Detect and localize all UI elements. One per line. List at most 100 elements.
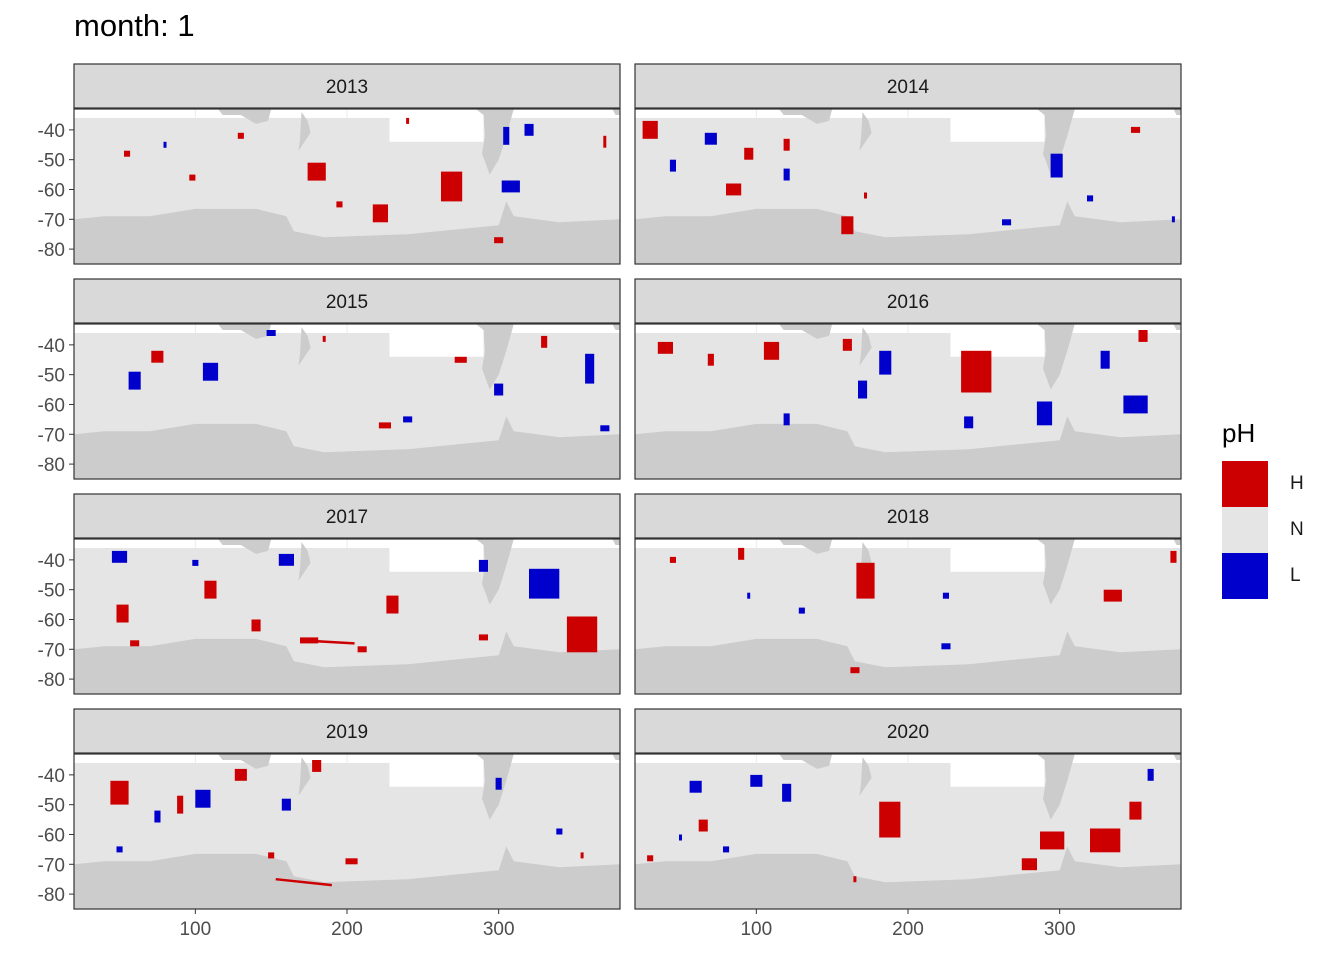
cell-h-2013-9 bbox=[406, 117, 410, 124]
new-zealand-2016 bbox=[859, 327, 872, 366]
legend-label-n: N bbox=[1290, 519, 1304, 540]
x-tick-label-200-2019: 200 bbox=[331, 919, 363, 940]
cell-l-2016-6 bbox=[1100, 350, 1110, 369]
cell-h-2019-4 bbox=[268, 852, 275, 859]
australia-2019 bbox=[218, 754, 272, 769]
legend-item-n: N bbox=[1222, 507, 1304, 553]
cell-l-2019-3 bbox=[281, 798, 291, 811]
cell-l-2014-4 bbox=[1171, 216, 1175, 223]
strip-label-2013: 2013 bbox=[326, 77, 368, 98]
cell-h-2018-1 bbox=[1103, 589, 1122, 602]
strip-label-2014: 2014 bbox=[887, 77, 930, 98]
unmapped-area-2015 bbox=[389, 332, 484, 357]
antarctica-2013 bbox=[74, 201, 620, 264]
cell-l-2016-4 bbox=[964, 416, 974, 429]
africa-2018 bbox=[1173, 539, 1181, 545]
y-tick-label--40-2015: -40 bbox=[38, 336, 65, 357]
strip-label-2017: 2017 bbox=[326, 507, 368, 528]
australia-2015 bbox=[218, 324, 272, 339]
cell-h-2016-4 bbox=[1138, 330, 1148, 342]
cell-l-2019-2 bbox=[116, 846, 123, 853]
cell-l-2015-1 bbox=[202, 362, 219, 381]
cell-l-2017-0 bbox=[529, 568, 560, 599]
antarctica-2017 bbox=[74, 631, 620, 694]
cell-l-2016-2 bbox=[1036, 401, 1053, 426]
cell-h-2020-7 bbox=[647, 855, 654, 862]
unmapped-area-2018 bbox=[950, 547, 1045, 572]
strip-2017 bbox=[73, 493, 621, 539]
y-tick-label--40-2017: -40 bbox=[38, 551, 65, 572]
cell-h-2019-2 bbox=[177, 795, 184, 814]
strip-label-2016: 2016 bbox=[887, 292, 929, 313]
cell-h-2017-2 bbox=[204, 580, 217, 599]
legend-swatch-n bbox=[1222, 507, 1268, 553]
panel-border-2016 bbox=[634, 323, 1182, 480]
cell-h-2015-3 bbox=[541, 335, 548, 348]
y-tick-label--80-2013: -80 bbox=[38, 240, 65, 261]
australia-2018 bbox=[779, 539, 833, 554]
south-america-2015 bbox=[475, 324, 514, 390]
antarctica-2019 bbox=[74, 846, 620, 909]
panel-2016: 2016 bbox=[634, 278, 1182, 480]
cell-h-2015-2 bbox=[454, 356, 467, 363]
cell-l-2020-1 bbox=[750, 774, 763, 787]
cell-h-2018-2 bbox=[738, 547, 745, 560]
strip-2019 bbox=[73, 708, 621, 754]
south-america-2019 bbox=[475, 754, 514, 820]
unmapped-area-2020 bbox=[950, 762, 1045, 787]
cell-h-2018-3 bbox=[850, 667, 860, 674]
south-america-2020 bbox=[1036, 754, 1075, 820]
cell-h-2020-2 bbox=[1090, 828, 1121, 853]
africa-2019 bbox=[612, 754, 620, 760]
cell-l-2016-5 bbox=[783, 413, 790, 426]
cell-l-2014-1 bbox=[704, 132, 717, 145]
cell-l-2013-3 bbox=[503, 126, 510, 145]
cell-h-2014-1 bbox=[726, 183, 742, 196]
new-zealand-2015 bbox=[298, 327, 311, 366]
y-tick-label--50-2015: -50 bbox=[38, 366, 65, 387]
south-america-2013 bbox=[475, 109, 514, 175]
cell-l-2015-3 bbox=[600, 425, 610, 432]
x-tick-label-200-2020: 200 bbox=[892, 919, 924, 940]
cell-h-2015-0 bbox=[151, 350, 164, 363]
cell-h-2017-1 bbox=[116, 604, 129, 623]
unmapped-area-2014 bbox=[950, 117, 1045, 142]
legend-label-h: H bbox=[1290, 473, 1304, 494]
cell-h-2017-4 bbox=[386, 595, 399, 614]
cell-h-2020-1 bbox=[1040, 831, 1065, 850]
africa-2014 bbox=[1173, 109, 1181, 115]
africa-2016 bbox=[1173, 324, 1181, 330]
new-zealand-2017 bbox=[298, 542, 311, 581]
antarctica-2018 bbox=[635, 631, 1181, 694]
cell-h-2013-5 bbox=[124, 150, 131, 157]
cell-l-2013-0 bbox=[501, 180, 520, 193]
y-tick-label--70-2013: -70 bbox=[38, 210, 65, 231]
cell-l-2017-2 bbox=[111, 550, 128, 563]
cell-h-2017-5 bbox=[357, 646, 367, 653]
south-america-2016 bbox=[1036, 324, 1075, 390]
cell-h-2018-4 bbox=[1170, 550, 1177, 563]
australia-2020 bbox=[779, 754, 833, 769]
cell-h-2020-4 bbox=[1021, 858, 1037, 871]
y-tick-label--40-2013: -40 bbox=[38, 121, 65, 142]
australia-2017 bbox=[218, 539, 272, 554]
panel-border-2014 bbox=[634, 108, 1182, 265]
cell-h-2019-5 bbox=[312, 760, 322, 772]
cell-line-2017-0 bbox=[301, 639, 355, 645]
legend-title: pH bbox=[1222, 418, 1256, 448]
y-tick-label--60-2015: -60 bbox=[38, 395, 65, 416]
cell-h-2020-0 bbox=[879, 801, 901, 838]
y-tick-label--60-2019: -60 bbox=[38, 825, 65, 846]
panel-2015: 2015 -40 -50 -60 -70 -80 bbox=[38, 278, 621, 480]
cell-h-2015-1 bbox=[378, 422, 391, 429]
cell-h-2016-0 bbox=[961, 350, 992, 393]
strip-2013 bbox=[73, 63, 621, 109]
cell-l-2013-1 bbox=[524, 123, 534, 136]
cell-l-2015-2 bbox=[266, 330, 276, 336]
y-tick-label--80-2019: -80 bbox=[38, 885, 65, 906]
antarctica-2020 bbox=[635, 846, 1181, 909]
legend: pH H N L bbox=[1222, 418, 1304, 599]
strip-2018 bbox=[634, 493, 1182, 539]
cell-l-2019-0 bbox=[195, 789, 211, 808]
